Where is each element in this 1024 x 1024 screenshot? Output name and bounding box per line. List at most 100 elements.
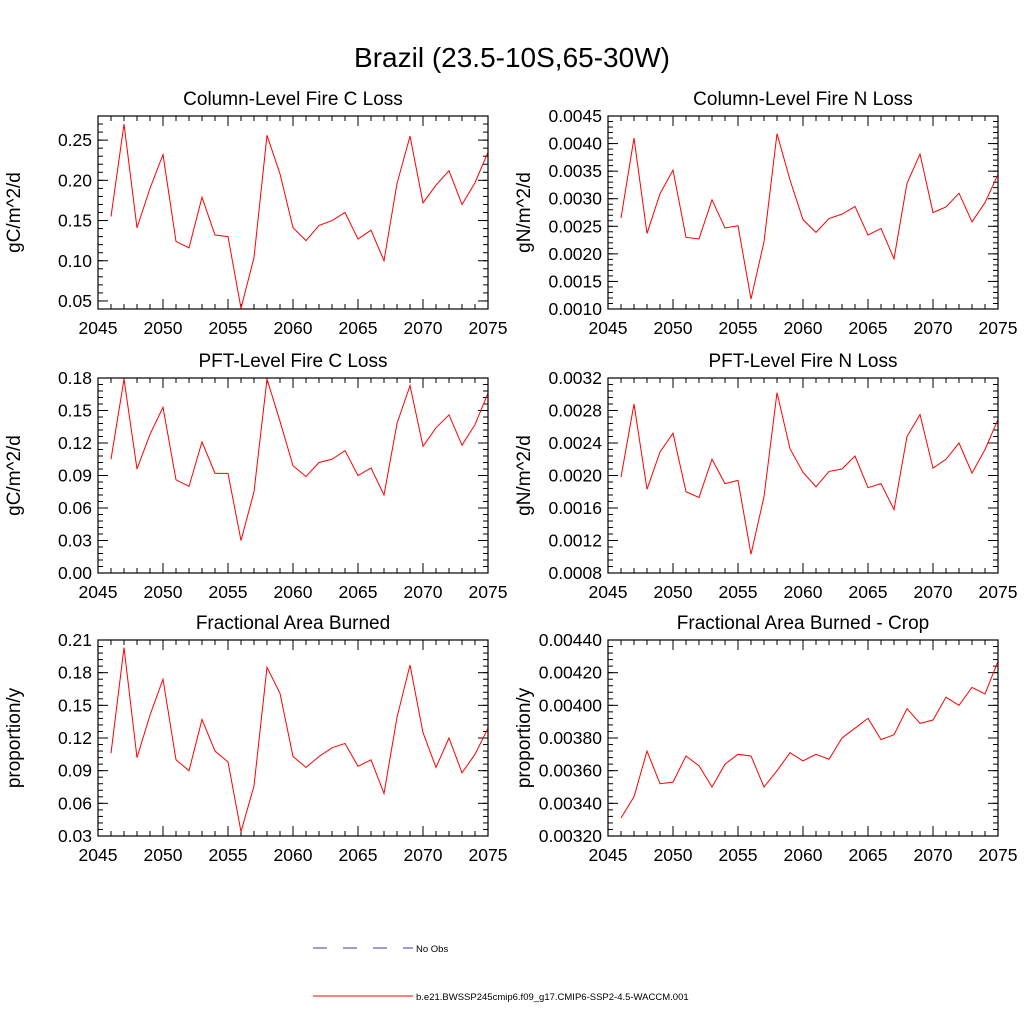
y-tick-label: 0.0028 [548, 401, 602, 421]
plot-frame [97, 639, 489, 837]
y-tick-label: 0.03 [58, 826, 92, 846]
x-tick-label: 2065 [849, 582, 888, 602]
x-tick-label: 2050 [144, 582, 183, 602]
x-tick-label: 2075 [469, 318, 508, 338]
y-tick-label: 0.0010 [548, 299, 602, 319]
chart-panel-1: Column-Level Fire C Loss gC/m^2/d 2045 2050… [4, 89, 507, 338]
x-tick-label: 2070 [914, 582, 953, 602]
y-tick-label: 0.0030 [548, 189, 602, 209]
y-axis-label: gN/m^2/d [514, 172, 535, 253]
y-tick-label: 0.09 [58, 466, 92, 486]
y-tick-label: 0.0016 [548, 498, 602, 518]
y-tick-label: 0.0045 [548, 106, 602, 126]
x-tick-label: 2045 [79, 318, 118, 338]
x-tick-label: 2060 [274, 582, 313, 602]
x-tick-label: 2050 [144, 318, 183, 338]
y-tick-label: 0.00340 [539, 793, 603, 813]
plot-frame [607, 377, 999, 574]
x-tick-label: 2070 [404, 582, 443, 602]
y-axis-label: proportion/y [514, 687, 535, 788]
legend: No Obs b.e21.BWSSP245cmip6.f09_g17.CMIP6… [313, 944, 689, 1003]
y-axis-label: gC/m^2/d [4, 172, 25, 253]
legend-label-no-obs: No Obs [416, 944, 448, 955]
series-line [110, 123, 489, 309]
y-tick-label: 0.15 [58, 211, 92, 231]
x-tick-label: 2060 [784, 318, 823, 338]
x-tick-label: 2075 [979, 845, 1018, 865]
y-tick-label: 0.0015 [548, 271, 602, 291]
y-tick-label: 0.00320 [539, 826, 603, 846]
plot-frame [607, 639, 999, 837]
x-tick-label: 2075 [469, 845, 508, 865]
y-tick-label: 0.12 [58, 728, 92, 748]
figure-title: Brazil (23.5-10S,65-30W) [354, 42, 670, 73]
series-line [110, 647, 489, 832]
x-tick-label: 2050 [654, 845, 693, 865]
x-tick-label: 2075 [469, 582, 508, 602]
panel-title: PFT-Level Fire N Loss [709, 351, 898, 372]
y-tick-label: 0.00360 [539, 761, 603, 781]
x-tick-label: 2050 [654, 582, 693, 602]
y-axis-label: proportion/y [4, 687, 25, 788]
x-tick-label: 2070 [914, 845, 953, 865]
legend-label-model-run: b.e21.BWSSP245cmip6.f09_g17.CMIP6-SSP2-4… [416, 992, 689, 1003]
y-tick-label: 0.15 [58, 401, 92, 421]
chart-panels: Column-Level Fire C Loss gC/m^2/d 2045 2050… [4, 89, 1017, 865]
x-tick-label: 2055 [719, 582, 758, 602]
y-tick-label: 0.0020 [548, 466, 602, 486]
plot-frame [97, 115, 489, 310]
x-tick-label: 2055 [209, 845, 248, 865]
y-tick-label: 0.03 [58, 531, 92, 551]
y-tick-label: 0.05 [58, 291, 92, 311]
x-tick-label: 2045 [589, 845, 628, 865]
chart-panel-5: Fractional Area Burned proportion/y 2045 20… [4, 613, 507, 865]
y-tick-label: 0.00440 [539, 630, 603, 650]
x-tick-label: 2045 [589, 318, 628, 338]
x-tick-label: 2055 [719, 845, 758, 865]
x-tick-label: 2060 [784, 845, 823, 865]
x-tick-label: 2060 [274, 318, 313, 338]
y-tick-label: 0.0024 [548, 433, 602, 453]
x-tick-label: 2070 [404, 845, 443, 865]
y-tick-label: 0.0040 [548, 134, 602, 154]
chart-panel-3: PFT-Level Fire C Loss gC/m^2/d 2045 2050 205… [4, 351, 507, 602]
panel-title: Column-Level Fire C Loss [183, 89, 403, 110]
y-tick-label: 0.18 [58, 663, 92, 683]
y-axis-label: gC/m^2/d [4, 435, 25, 516]
x-tick-label: 2045 [79, 845, 118, 865]
x-tick-label: 2055 [719, 318, 758, 338]
y-tick-label: 0.00380 [539, 728, 603, 748]
y-tick-label: 0.21 [58, 630, 92, 650]
panel-title: PFT-Level Fire C Loss [199, 351, 388, 372]
x-tick-label: 2050 [144, 845, 183, 865]
x-tick-label: 2055 [209, 318, 248, 338]
x-tick-label: 2050 [654, 318, 693, 338]
x-tick-label: 2065 [339, 582, 378, 602]
plot-frame [97, 377, 489, 574]
y-tick-label: 0.09 [58, 761, 92, 781]
x-tick-label: 2060 [274, 845, 313, 865]
y-tick-label: 0.15 [58, 695, 92, 715]
x-tick-label: 2045 [79, 582, 118, 602]
x-tick-label: 2055 [209, 582, 248, 602]
panel-title: Column-Level Fire N Loss [693, 89, 913, 110]
series-line [620, 392, 999, 555]
x-tick-label: 2070 [404, 318, 443, 338]
x-tick-label: 2065 [849, 318, 888, 338]
y-tick-label: 0.0025 [548, 216, 602, 236]
x-tick-label: 2065 [339, 845, 378, 865]
y-tick-label: 0.00420 [539, 663, 603, 683]
y-tick-label: 0.0020 [548, 244, 602, 264]
y-tick-label: 0.0035 [548, 161, 602, 181]
chart-panel-4: PFT-Level Fire N Loss gN/m^2/d 2045 2050 205… [514, 351, 1017, 602]
x-tick-label: 2065 [339, 318, 378, 338]
panel-title: Fractional Area Burned [196, 613, 390, 634]
x-tick-label: 2075 [979, 582, 1018, 602]
series-line [620, 133, 999, 300]
y-tick-label: 0.06 [58, 498, 92, 518]
x-tick-label: 2065 [849, 845, 888, 865]
y-tick-label: 0.25 [58, 130, 92, 150]
y-tick-label: 0.18 [58, 368, 92, 388]
y-tick-label: 0.00 [58, 563, 92, 583]
